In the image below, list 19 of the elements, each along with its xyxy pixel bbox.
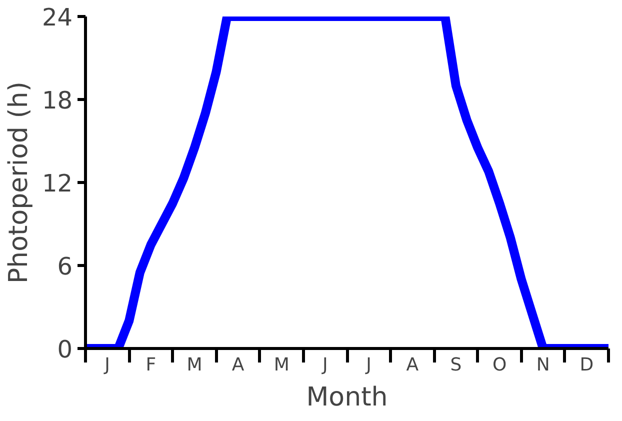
x-tick-label: S (450, 354, 462, 376)
x-axis-title: Month (306, 382, 388, 412)
x-tick-label: M (186, 354, 202, 376)
y-tick-label: 6 (57, 252, 73, 280)
x-tick-label: N (536, 354, 550, 376)
x-tick-label: J (365, 354, 372, 376)
y-axis-title: Photoperiod (h) (4, 81, 34, 284)
x-tick-label: O (492, 354, 507, 376)
x-tick-label: F (146, 354, 156, 376)
x-tick-label: J (322, 354, 328, 376)
x-tick-label: M (274, 354, 290, 376)
y-tick-label: 18 (42, 86, 73, 114)
x-tick-label: J (104, 354, 110, 376)
x-tick-label: A (232, 354, 245, 376)
y-tick-label: 12 (42, 170, 73, 198)
x-tick-label: A (406, 354, 420, 376)
y-tick-label: 24 (42, 4, 73, 32)
y-tick-label: 0 (57, 336, 73, 364)
x-tick-label: D (580, 354, 594, 376)
